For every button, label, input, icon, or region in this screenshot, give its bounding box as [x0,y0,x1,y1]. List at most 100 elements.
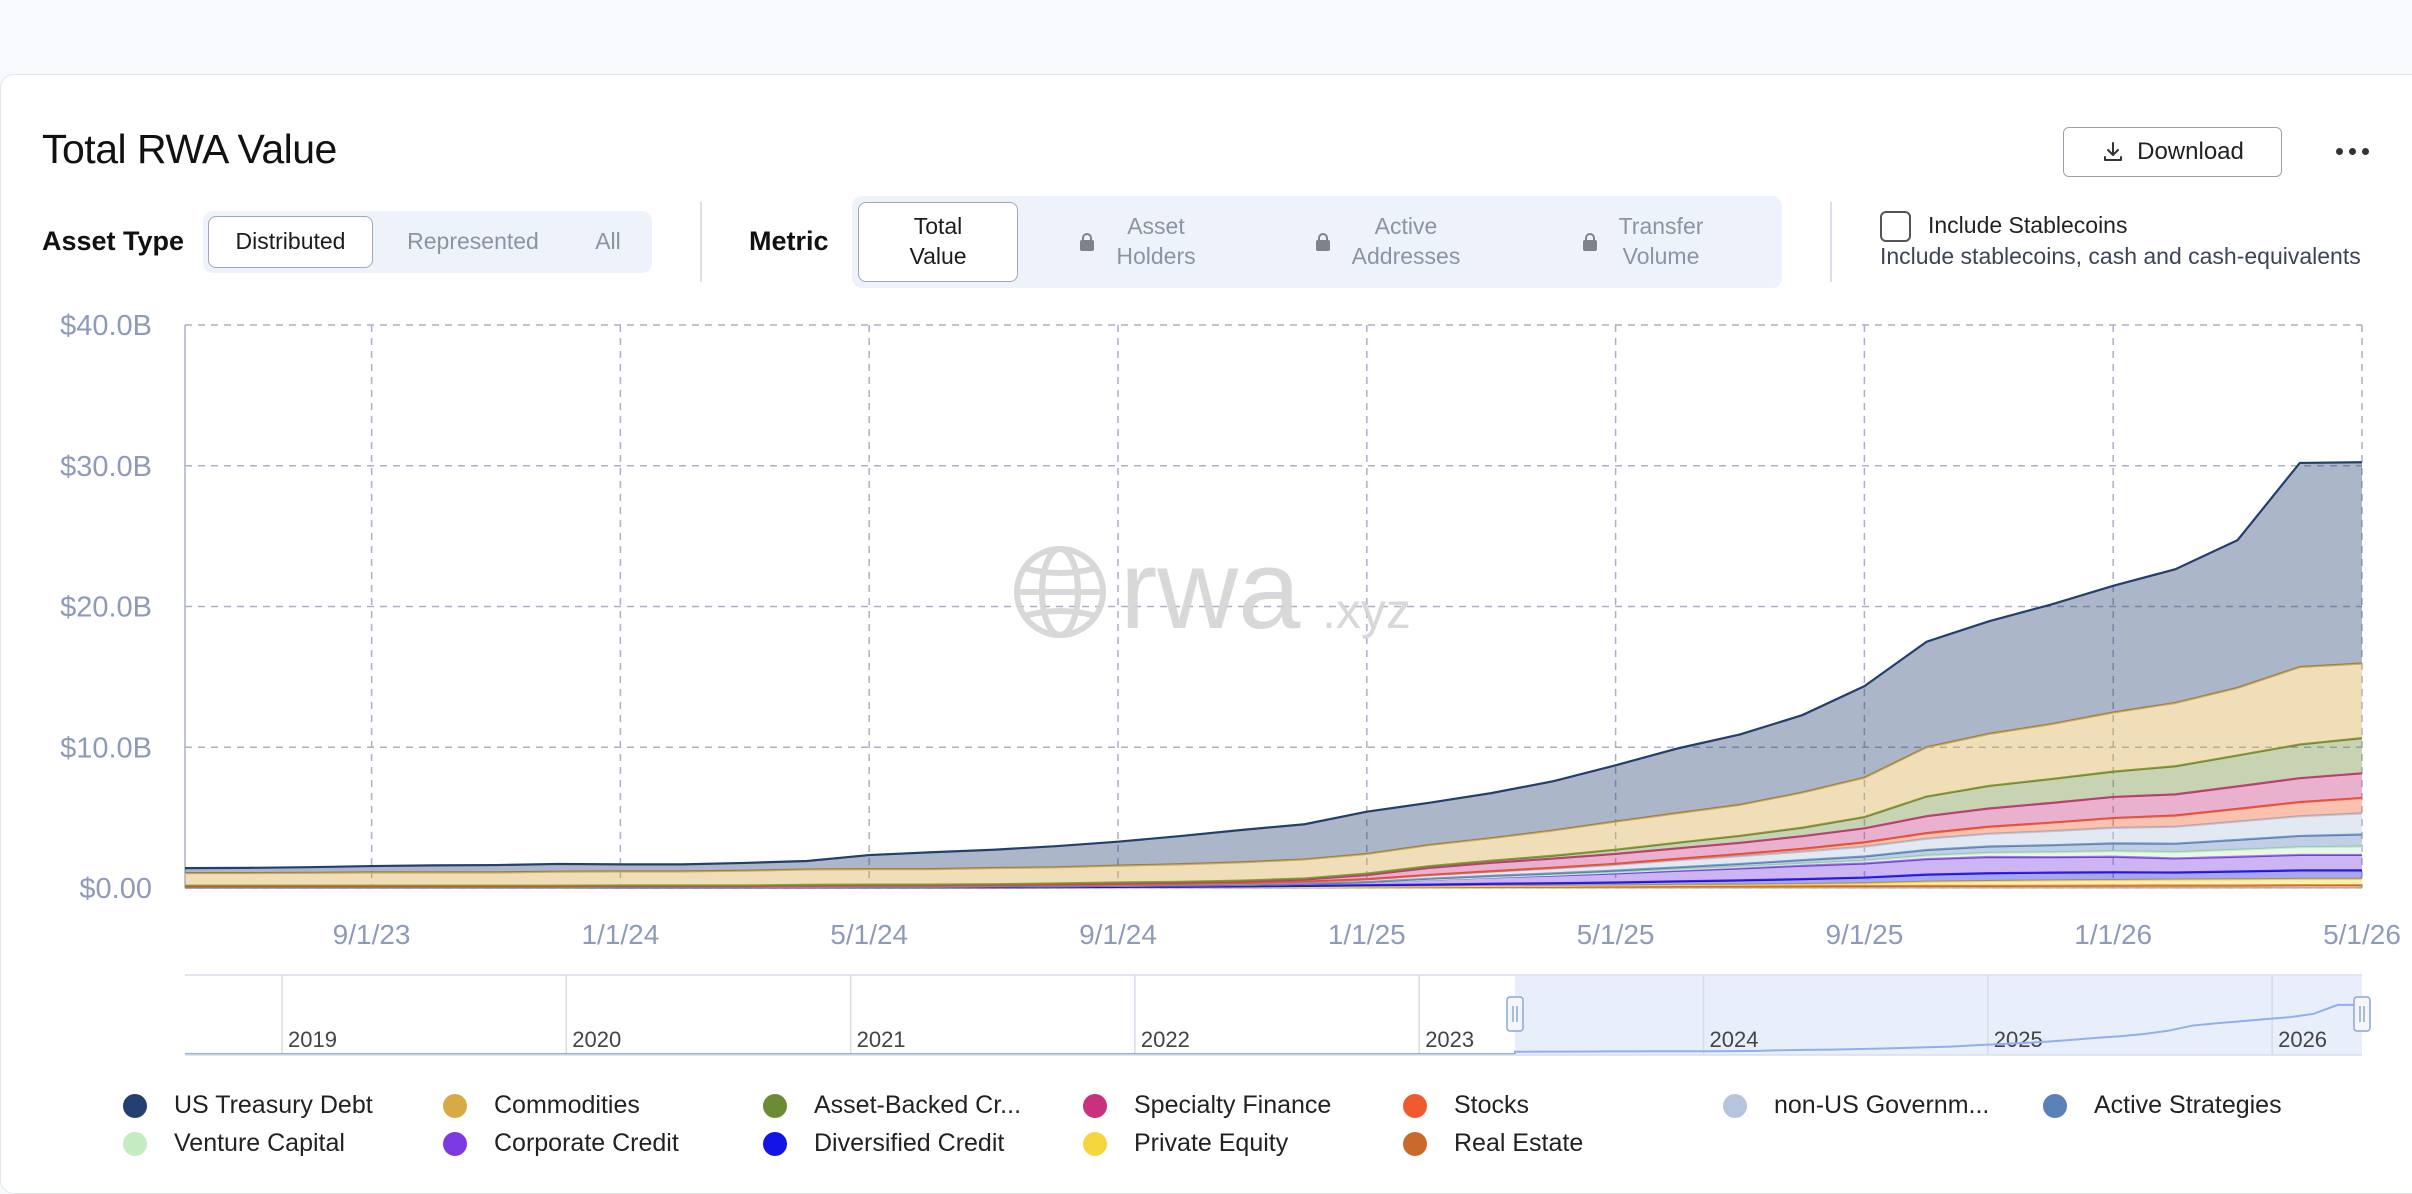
divider [700,202,702,282]
legend-label: non-US Governm... [1774,1091,1990,1119]
navigator-handle[interactable] [1506,996,1524,1032]
navigator-handle[interactable] [2353,996,2371,1032]
navigator-year-label: 2024 [1710,1027,1759,1052]
legend-swatch [1403,1093,1427,1118]
navigator-series [185,1003,2363,1055]
metric-total-value[interactable]: Total Value [858,202,1018,282]
y-tick-label: $40.0B [60,310,152,342]
legend-label: Real Estate [1454,1129,1584,1157]
x-tick-label: 1/1/24 [581,919,659,950]
y-tick-label: $20.0B [60,592,152,624]
navigator-year-label: 2020 [572,1027,621,1052]
legend-item[interactable]: Specialty Finance [1083,1091,1331,1120]
area-asset-backed-credit [185,738,2362,887]
x-tick-label: 9/1/25 [1825,919,1903,950]
x-axis: 9/1/23 1/1/24 5/1/24 9/1/24 1/1/25 5/1/25 9/1/… [333,919,2401,950]
legend-swatch [443,1093,467,1118]
x-tick-label: 5/1/25 [1577,919,1655,950]
line-us-treasury-debt [184,461,2363,870]
legend-label: Commodities [494,1091,640,1119]
legend-swatch [443,1131,467,1156]
navigator-year-label: 2021 [857,1027,906,1052]
legend-item[interactable]: Commodities [443,1091,640,1120]
legend-item[interactable]: Real Estate [1403,1129,1583,1158]
x-tick-label: 9/1/24 [1079,919,1157,950]
legend-swatch [763,1131,787,1156]
legend-label: Corporate Credit [494,1129,679,1157]
x-tick-label: 5/1/24 [830,919,908,950]
legend-swatch [1723,1093,1747,1118]
legend-label: Diversified Credit [814,1129,1005,1157]
x-tick-label: 9/1/23 [333,919,411,950]
legend-swatch [2043,1093,2067,1118]
include-stablecoins-checkbox[interactable] [1880,211,1911,242]
area-diversified-credit [185,870,2362,888]
more-dot-icon [2348,147,2356,155]
metric-label: Metric [749,226,829,256]
range-navigator: 2019 2020 2021 2022 2023 2024 2025 2026 [185,974,2371,1056]
y-axis: $0.00 $10.0B $20.0B $30.0B $40.0B [60,310,152,905]
asset-type-label: Asset Type [42,226,185,256]
legend-label: US Treasury Debt [174,1091,373,1119]
rwa-value-chart[interactable]: rwa .xyz $0.00 $10.0B $20.0B $30.0B $40.0B 9… [0,0,2412,1162]
legend-item[interactable]: Venture Capital [123,1129,345,1158]
legend-swatch [1083,1093,1107,1118]
area-commodities [185,663,2362,886]
legend-item[interactable]: Asset-Backed Cr... [763,1091,1021,1120]
navigator-year-label: 2022 [1141,1027,1190,1052]
y-tick-label: $30.0B [60,451,152,483]
navigator-year-label: 2019 [288,1027,337,1052]
x-tick-label: 1/1/25 [1328,919,1406,950]
chart-areas [184,461,2363,889]
asset-type-toggle: Distributed Represented All [203,211,652,273]
legend-label: Active Strategies [2094,1091,2282,1119]
y-tick-label: $10.0B [60,732,152,764]
asset-type-represented[interactable]: Represented [407,228,539,255]
legend-swatch [123,1093,147,1118]
metric-transfer-volume-line1: Transfer [1618,213,1704,240]
asset-type-distributed[interactable]: Distributed [208,216,373,268]
line-commodities [185,662,2363,875]
y-tick-label: $0.00 [79,873,152,905]
navigator-selection [1515,975,2362,1055]
legend-item[interactable]: Private Equity [1083,1129,1288,1158]
legend-label: Stocks [1454,1091,1530,1119]
more-dot-icon [2361,147,2369,155]
legend-item[interactable]: US Treasury Debt [123,1091,373,1120]
x-tick-label: 5/1/26 [2323,919,2401,950]
metric-total-value-line2: Value [909,243,967,269]
legend-item[interactable]: Active Strategies [2043,1091,2282,1120]
navigator-year-label: 2023 [1425,1027,1474,1052]
metric-active-addresses[interactable]: Active Addresses [1258,202,1518,282]
legend-label: Venture Capital [174,1129,345,1157]
line-asset-backed-credit [185,737,2363,887]
metric-active-addresses-line2: Addresses [1351,243,1461,269]
area-specialty-finance [185,773,2362,887]
legend-item[interactable]: Corporate Credit [443,1129,679,1158]
legend-item[interactable]: non-US Governm... [1723,1091,1989,1120]
legend-swatch [123,1131,147,1156]
legend-item[interactable]: Stocks [1403,1091,1529,1120]
metric-active-addresses-line1: Active [1374,213,1438,240]
asset-type-all[interactable]: All [595,228,621,255]
area-private-equity [185,878,2362,888]
legend-label: Asset-Backed Cr... [814,1091,1022,1119]
legend-label: Specialty Finance [1134,1091,1332,1119]
download-button[interactable]: Download [2063,127,2282,177]
lock-icon [1080,233,1095,251]
chart-title: Total RWA Value [42,126,337,172]
more-options-button[interactable] [2329,134,2375,168]
navigator-year-label: 2026 [2278,1027,2327,1052]
metric-transfer-volume[interactable]: Transfer Volume [1518,202,1768,282]
include-stablecoins-label: Include Stablecoins [1928,212,2128,238]
legend-item[interactable]: Diversified Credit [763,1129,1004,1158]
legend-swatch [1083,1131,1107,1156]
download-label: Download [2137,138,2244,165]
metric-asset-holders-line2: Holders [1116,243,1196,269]
watermark: rwa .xyz [1014,527,1411,652]
more-dot-icon [2335,147,2343,155]
globe-icon [1014,546,1106,638]
download-icon [2104,142,2123,161]
metric-total-value-line1: Total [913,213,963,240]
metric-asset-holders[interactable]: Asset Holders [1018,202,1258,282]
